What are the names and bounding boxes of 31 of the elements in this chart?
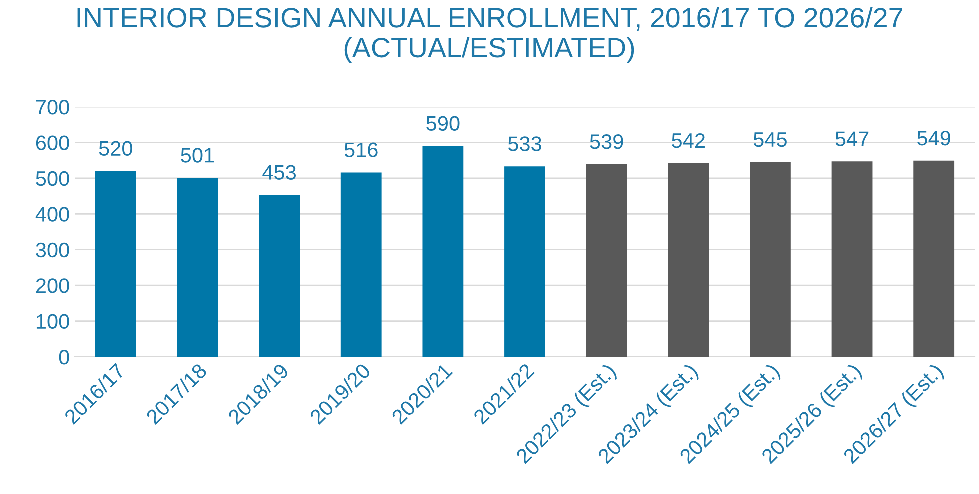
bar bbox=[422, 146, 464, 357]
y-tick-label: 200 bbox=[36, 278, 70, 294]
y-tick-label: 700 bbox=[36, 100, 70, 115]
y-tick-label: 300 bbox=[36, 242, 70, 258]
bar bbox=[750, 162, 791, 357]
data-label: 547 bbox=[836, 132, 869, 146]
data-label: 549 bbox=[918, 130, 950, 146]
bar bbox=[668, 163, 710, 357]
y-tick-label: 600 bbox=[36, 136, 70, 150]
bar bbox=[340, 172, 382, 357]
data-label: 501 bbox=[181, 148, 214, 163]
bar bbox=[832, 162, 873, 357]
chart-title: INTERIOR DESIGN ANNUAL ENROLLMENT, 2016/17 TO 2026/27 (ACTUAL/ESTIMATED) bbox=[78, 7, 902, 64]
y-tick-label: 400 bbox=[36, 207, 70, 222]
y-tick-label: 100 bbox=[36, 314, 70, 330]
data-label: 453 bbox=[262, 165, 296, 180]
bar bbox=[259, 195, 300, 357]
data-label: 516 bbox=[344, 142, 378, 158]
bar bbox=[504, 166, 546, 357]
y-tick-label: 0 bbox=[59, 350, 70, 365]
data-label: 590 bbox=[426, 116, 460, 132]
bar bbox=[914, 160, 955, 357]
data-label: 542 bbox=[672, 133, 705, 148]
y-tick-label: 500 bbox=[36, 171, 70, 186]
bar bbox=[177, 178, 218, 357]
data-label: 545 bbox=[754, 132, 787, 148]
data-label: 533 bbox=[508, 136, 542, 152]
data-label: 539 bbox=[590, 134, 624, 150]
data-label: 520 bbox=[99, 141, 132, 156]
bar bbox=[586, 164, 628, 357]
bar bbox=[95, 171, 136, 357]
